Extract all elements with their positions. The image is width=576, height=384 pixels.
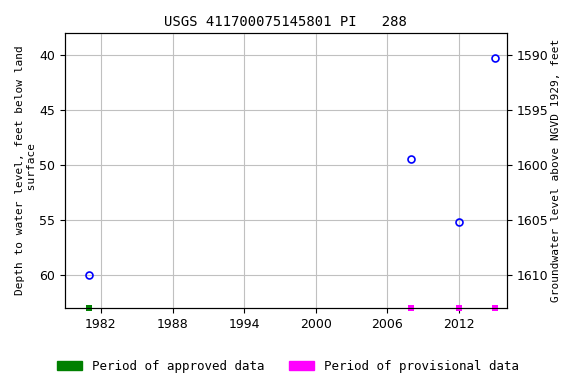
Legend: Period of approved data, Period of provisional data: Period of approved data, Period of provi… bbox=[52, 355, 524, 378]
Y-axis label: Depth to water level, feet below land
 surface: Depth to water level, feet below land su… bbox=[15, 46, 37, 295]
Y-axis label: Groundwater level above NGVD 1929, feet: Groundwater level above NGVD 1929, feet bbox=[551, 39, 561, 302]
Title: USGS 411700075145801 PI   288: USGS 411700075145801 PI 288 bbox=[165, 15, 407, 29]
